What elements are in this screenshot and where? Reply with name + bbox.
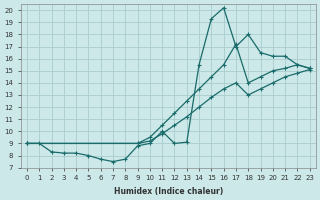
X-axis label: Humidex (Indice chaleur): Humidex (Indice chaleur) [114,187,223,196]
